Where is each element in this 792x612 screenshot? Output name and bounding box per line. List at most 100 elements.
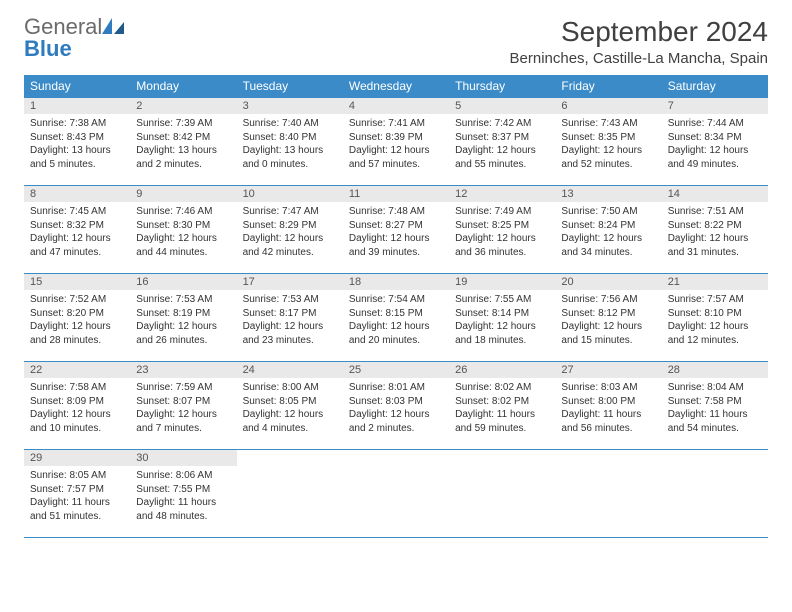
- daylight-line: Daylight: 12 hours and 44 minutes.: [136, 232, 230, 259]
- daylight-line: Daylight: 11 hours and 59 minutes.: [455, 408, 549, 435]
- sunrise-line: Sunrise: 7:42 AM: [455, 117, 549, 131]
- daylight-line: Daylight: 12 hours and 12 minutes.: [668, 320, 762, 347]
- day-details: Sunrise: 7:48 AMSunset: 8:27 PMDaylight:…: [343, 202, 449, 263]
- sail-icon: [102, 18, 124, 36]
- day-number: [555, 450, 661, 454]
- sunset-line: Sunset: 8:07 PM: [136, 395, 230, 409]
- sunset-line: Sunset: 8:37 PM: [455, 131, 549, 145]
- calendar-week: 22Sunrise: 7:58 AMSunset: 8:09 PMDayligh…: [24, 362, 768, 450]
- day-details: Sunrise: 7:47 AMSunset: 8:29 PMDaylight:…: [237, 202, 343, 263]
- calendar-cell: 10Sunrise: 7:47 AMSunset: 8:29 PMDayligh…: [237, 186, 343, 274]
- header: General Blue September 2024 Berninches, …: [24, 16, 768, 67]
- daylight-line: Daylight: 12 hours and 18 minutes.: [455, 320, 549, 347]
- sunrise-line: Sunrise: 8:00 AM: [243, 381, 337, 395]
- day-details: Sunrise: 7:49 AMSunset: 8:25 PMDaylight:…: [449, 202, 555, 263]
- sunrise-line: Sunrise: 7:51 AM: [668, 205, 762, 219]
- sunrise-line: Sunrise: 7:48 AM: [349, 205, 443, 219]
- location: Berninches, Castille-La Mancha, Spain: [510, 50, 768, 67]
- daylight-line: Daylight: 13 hours and 0 minutes.: [243, 144, 337, 171]
- calendar-cell: 15Sunrise: 7:52 AMSunset: 8:20 PMDayligh…: [24, 274, 130, 362]
- calendar-cell: 8Sunrise: 7:45 AMSunset: 8:32 PMDaylight…: [24, 186, 130, 274]
- calendar-cell: 2Sunrise: 7:39 AMSunset: 8:42 PMDaylight…: [130, 98, 236, 186]
- sunset-line: Sunset: 8:00 PM: [561, 395, 655, 409]
- day-number: 2: [130, 98, 236, 114]
- sunrise-line: Sunrise: 7:47 AM: [243, 205, 337, 219]
- day-number: 26: [449, 362, 555, 378]
- day-details: Sunrise: 7:59 AMSunset: 8:07 PMDaylight:…: [130, 378, 236, 439]
- calendar-cell: 16Sunrise: 7:53 AMSunset: 8:19 PMDayligh…: [130, 274, 236, 362]
- day-details: Sunrise: 8:06 AMSunset: 7:55 PMDaylight:…: [130, 466, 236, 527]
- calendar-cell: 14Sunrise: 7:51 AMSunset: 8:22 PMDayligh…: [662, 186, 768, 274]
- title-block: September 2024 Berninches, Castille-La M…: [510, 16, 768, 67]
- sunrise-line: Sunrise: 7:50 AM: [561, 205, 655, 219]
- daylight-line: Daylight: 12 hours and 26 minutes.: [136, 320, 230, 347]
- daylight-line: Daylight: 13 hours and 5 minutes.: [30, 144, 124, 171]
- daylight-line: Daylight: 12 hours and 31 minutes.: [668, 232, 762, 259]
- sunset-line: Sunset: 8:43 PM: [30, 131, 124, 145]
- sunrise-line: Sunrise: 7:44 AM: [668, 117, 762, 131]
- day-number: 21: [662, 274, 768, 290]
- sunset-line: Sunset: 8:39 PM: [349, 131, 443, 145]
- calendar-week: 15Sunrise: 7:52 AMSunset: 8:20 PMDayligh…: [24, 274, 768, 362]
- day-details: Sunrise: 8:03 AMSunset: 8:00 PMDaylight:…: [555, 378, 661, 439]
- weekday-header: Tuesday: [237, 75, 343, 98]
- sunrise-line: Sunrise: 7:38 AM: [30, 117, 124, 131]
- calendar-cell: 13Sunrise: 7:50 AMSunset: 8:24 PMDayligh…: [555, 186, 661, 274]
- sunrise-line: Sunrise: 7:40 AM: [243, 117, 337, 131]
- day-number: 4: [343, 98, 449, 114]
- day-details: Sunrise: 8:05 AMSunset: 7:57 PMDaylight:…: [24, 466, 130, 527]
- sunset-line: Sunset: 8:29 PM: [243, 219, 337, 233]
- daylight-line: Daylight: 12 hours and 23 minutes.: [243, 320, 337, 347]
- day-details: Sunrise: 7:55 AMSunset: 8:14 PMDaylight:…: [449, 290, 555, 351]
- day-number: 8: [24, 186, 130, 202]
- daylight-line: Daylight: 12 hours and 28 minutes.: [30, 320, 124, 347]
- calendar-cell: 21Sunrise: 7:57 AMSunset: 8:10 PMDayligh…: [662, 274, 768, 362]
- day-number: 25: [343, 362, 449, 378]
- sunset-line: Sunset: 7:58 PM: [668, 395, 762, 409]
- day-number: 22: [24, 362, 130, 378]
- sunrise-line: Sunrise: 7:53 AM: [136, 293, 230, 307]
- sunset-line: Sunset: 8:32 PM: [30, 219, 124, 233]
- sunset-line: Sunset: 8:15 PM: [349, 307, 443, 321]
- sunset-line: Sunset: 8:20 PM: [30, 307, 124, 321]
- weekday-header: Sunday: [24, 75, 130, 98]
- day-details: Sunrise: 8:04 AMSunset: 7:58 PMDaylight:…: [662, 378, 768, 439]
- sunset-line: Sunset: 8:19 PM: [136, 307, 230, 321]
- logo-blue: Blue: [24, 36, 72, 61]
- day-number: 14: [662, 186, 768, 202]
- day-details: Sunrise: 7:51 AMSunset: 8:22 PMDaylight:…: [662, 202, 768, 263]
- sunset-line: Sunset: 8:10 PM: [668, 307, 762, 321]
- calendar-cell: 27Sunrise: 8:03 AMSunset: 8:00 PMDayligh…: [555, 362, 661, 450]
- daylight-line: Daylight: 12 hours and 55 minutes.: [455, 144, 549, 171]
- daylight-line: Daylight: 11 hours and 54 minutes.: [668, 408, 762, 435]
- day-number: 13: [555, 186, 661, 202]
- sunrise-line: Sunrise: 7:57 AM: [668, 293, 762, 307]
- sunset-line: Sunset: 8:35 PM: [561, 131, 655, 145]
- day-details: Sunrise: 7:53 AMSunset: 8:19 PMDaylight:…: [130, 290, 236, 351]
- calendar-cell: 7Sunrise: 7:44 AMSunset: 8:34 PMDaylight…: [662, 98, 768, 186]
- calendar-cell: 24Sunrise: 8:00 AMSunset: 8:05 PMDayligh…: [237, 362, 343, 450]
- sunrise-line: Sunrise: 7:45 AM: [30, 205, 124, 219]
- weekday-row: Sunday Monday Tuesday Wednesday Thursday…: [24, 75, 768, 98]
- calendar-cell: 11Sunrise: 7:48 AMSunset: 8:27 PMDayligh…: [343, 186, 449, 274]
- sunrise-line: Sunrise: 7:54 AM: [349, 293, 443, 307]
- calendar-cell: 19Sunrise: 7:55 AMSunset: 8:14 PMDayligh…: [449, 274, 555, 362]
- daylight-line: Daylight: 12 hours and 49 minutes.: [668, 144, 762, 171]
- calendar-cell: 12Sunrise: 7:49 AMSunset: 8:25 PMDayligh…: [449, 186, 555, 274]
- calendar-cell: 22Sunrise: 7:58 AMSunset: 8:09 PMDayligh…: [24, 362, 130, 450]
- sunrise-line: Sunrise: 7:58 AM: [30, 381, 124, 395]
- weekday-header: Thursday: [449, 75, 555, 98]
- weekday-header: Friday: [555, 75, 661, 98]
- sunrise-line: Sunrise: 7:56 AM: [561, 293, 655, 307]
- calendar-cell: 17Sunrise: 7:53 AMSunset: 8:17 PMDayligh…: [237, 274, 343, 362]
- daylight-line: Daylight: 12 hours and 52 minutes.: [561, 144, 655, 171]
- day-details: Sunrise: 7:57 AMSunset: 8:10 PMDaylight:…: [662, 290, 768, 351]
- calendar-cell: 25Sunrise: 8:01 AMSunset: 8:03 PMDayligh…: [343, 362, 449, 450]
- day-number: 7: [662, 98, 768, 114]
- calendar-cell: 29Sunrise: 8:05 AMSunset: 7:57 PMDayligh…: [24, 450, 130, 538]
- day-details: Sunrise: 8:00 AMSunset: 8:05 PMDaylight:…: [237, 378, 343, 439]
- sunrise-line: Sunrise: 7:52 AM: [30, 293, 124, 307]
- sunrise-line: Sunrise: 8:03 AM: [561, 381, 655, 395]
- daylight-line: Daylight: 11 hours and 48 minutes.: [136, 496, 230, 523]
- day-number: 17: [237, 274, 343, 290]
